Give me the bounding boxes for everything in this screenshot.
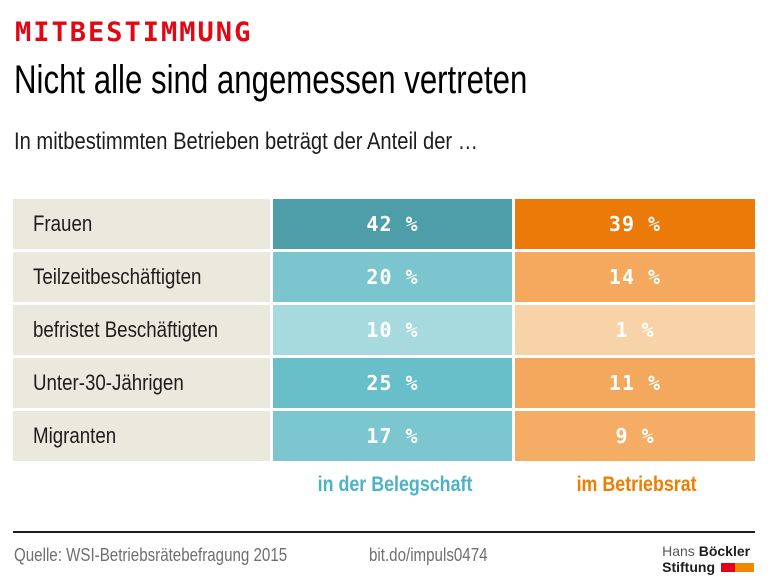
value-cell-betriebsrat: 11 % xyxy=(515,358,755,408)
short-link: bit.do/impuls0474 xyxy=(369,545,488,565)
value-cell-belegschaft: 17 % xyxy=(273,411,512,461)
source-text: Quelle: WSI-Betriebsrätebefragung 2015 xyxy=(14,545,288,565)
logo-red-square-icon xyxy=(721,563,735,572)
page-title: Nicht alle sind angemessen vertreten xyxy=(14,58,528,102)
hans-boeckler-stiftung-logo: Hans Böckler Stiftung xyxy=(662,543,754,575)
logo-line-1: Hans Böckler xyxy=(662,543,751,559)
page-subtitle: In mitbestimmten Betrieben beträgt der A… xyxy=(14,128,478,155)
logo-orange-square-icon xyxy=(735,563,754,572)
legend-betriebsrat: im Betriebsrat xyxy=(576,473,697,496)
footer-divider xyxy=(13,531,755,533)
table-row: Teilzeitbeschäftigten 20 % 14 % xyxy=(13,252,755,302)
row-label: befristet Beschäftigten xyxy=(13,305,270,355)
comparison-table: Frauen 42 % 39 % Teilzeitbeschäftigten 20 % 1… xyxy=(13,199,755,461)
value-cell-belegschaft: 10 % xyxy=(273,305,512,355)
logo-line-2: Stiftung xyxy=(662,559,754,575)
value-cell-belegschaft: 20 % xyxy=(273,252,512,302)
source-line: Quelle: WSI-Betriebsrätebefragung 2015 bi… xyxy=(14,545,510,566)
table-row: Unter-30-Jährigen 25 % 11 % xyxy=(13,358,755,408)
legend-belegschaft: in der Belegschaft xyxy=(318,473,473,496)
table-row: Frauen 42 % 39 % xyxy=(13,199,755,249)
value-cell-betriebsrat: 39 % xyxy=(515,199,755,249)
table-row: befristet Beschäftigten 10 % 1 % xyxy=(13,305,755,355)
value-cell-belegschaft: 42 % xyxy=(273,199,512,249)
row-label: Teilzeitbeschäftigten xyxy=(13,252,270,302)
table-row: Migranten 17 % 9 % xyxy=(13,411,755,461)
row-label: Unter-30-Jährigen xyxy=(13,358,270,408)
row-label: Migranten xyxy=(13,411,270,461)
value-cell-belegschaft: 25 % xyxy=(273,358,512,408)
value-cell-betriebsrat: 14 % xyxy=(515,252,755,302)
value-cell-betriebsrat: 1 % xyxy=(515,305,755,355)
kicker-label: MITBESTIMMUNG xyxy=(15,17,253,48)
value-cell-betriebsrat: 9 % xyxy=(515,411,755,461)
row-label: Frauen xyxy=(13,199,270,249)
